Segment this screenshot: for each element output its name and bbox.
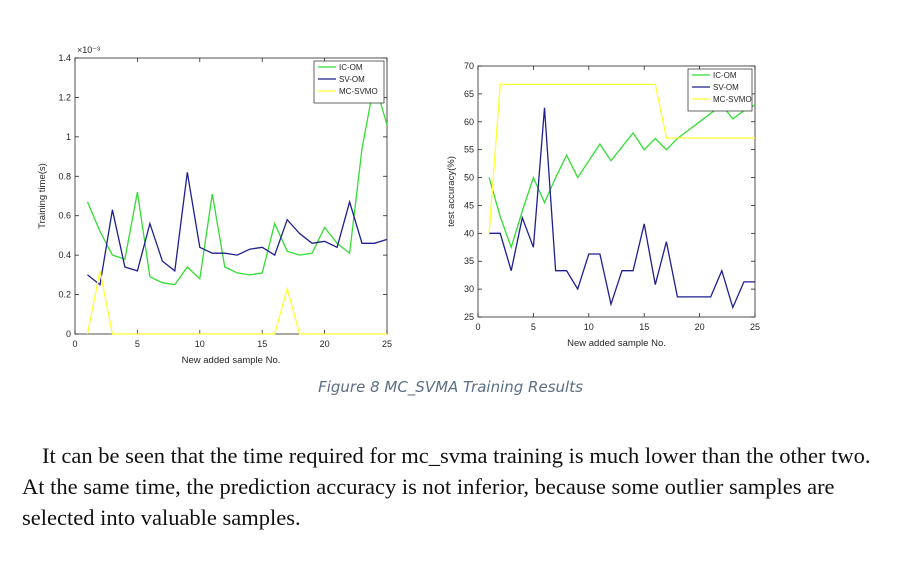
legend-box	[313, 60, 385, 104]
y-tick-label: 30	[464, 284, 474, 294]
x-tick-label: 10	[195, 339, 205, 349]
y-tick-label: 1	[66, 132, 71, 142]
series-line-mc-svmo	[488, 83, 755, 234]
x-tick-label: 5	[135, 339, 140, 349]
x-tick-label: 0	[72, 339, 77, 349]
y-multiplier-label: ×10⁻³	[77, 45, 100, 55]
legend-entry: MC-SVMO	[339, 87, 378, 96]
legend-entry: IC-OM	[713, 71, 737, 80]
y-tick-label: 65	[464, 89, 474, 99]
legend: IC-OM SV-OM MC-SVMO	[313, 60, 385, 104]
y-tick-label: 0.4	[58, 250, 71, 260]
x-tick-label: 20	[695, 322, 705, 332]
body-paragraph: It can be seen that the time required fo…	[22, 440, 892, 533]
y-tick-label: 25	[464, 312, 474, 322]
y-tick-label: 45	[464, 200, 474, 210]
y-tick-label: 1.4	[58, 53, 71, 63]
x-tick-label: 10	[584, 322, 594, 332]
legend-entry: SV-OM	[339, 75, 365, 84]
series-line-sv-om	[87, 172, 388, 286]
y-tick-label: 0	[66, 329, 71, 339]
series-line-sv-om	[489, 107, 755, 310]
series-line-ic-om	[488, 104, 756, 250]
x-tick-label: 20	[320, 339, 330, 349]
x-axis-label: New added sample No.	[182, 355, 281, 366]
x-tick-label: 15	[257, 339, 267, 349]
legend: IC-OM SV-OM MC-SVMO	[687, 68, 753, 112]
y-axis-label: test accuracy(%)	[446, 156, 457, 227]
x-tick-label: 25	[382, 339, 392, 349]
y-tick-label: 55	[464, 145, 474, 155]
y-tick-label: 60	[464, 117, 474, 127]
figure-caption: Figure 8 MC_SVMA Training Results	[318, 378, 583, 396]
test-accuracy-chart: 0 5 10 15 20 25 25 30 35 40 45 50 55 60 65 70 New added …	[446, 61, 760, 349]
y-tick-label: 70	[464, 61, 474, 71]
y-tick-label: 35	[464, 256, 474, 266]
legend-box	[687, 68, 753, 112]
series-line-mc-svmo	[86, 270, 387, 335]
legend-entry: SV-OM	[713, 83, 739, 92]
training-time-chart: 0 5 10 15 20 25 0 0.2 0.4 0.6 0.8 1 1.2 1.4 ×10⁻³ New a…	[37, 45, 392, 366]
x-axis-label: New added sample No.	[567, 338, 666, 349]
x-tick-label: 0	[475, 322, 480, 332]
x-tick-label: 25	[750, 322, 760, 332]
x-tick-label: 15	[639, 322, 649, 332]
legend-entry: IC-OM	[339, 63, 363, 72]
y-axis-label: Training time(s)	[37, 163, 48, 229]
series-line-ic-om	[86, 81, 388, 286]
y-tick-label: 40	[464, 228, 474, 238]
y-tick-label: 0.2	[58, 290, 71, 300]
y-tick-label: 0.8	[58, 171, 71, 181]
y-tick-label: 0.6	[58, 211, 71, 221]
x-tick-label: 5	[531, 322, 536, 332]
y-tick-label: 1.2	[58, 92, 71, 102]
paragraph-text: It can be seen that the time required fo…	[22, 443, 871, 530]
legend-entry: MC-SVMO	[713, 95, 752, 104]
y-tick-label: 50	[464, 173, 474, 183]
plot-area	[74, 57, 388, 335]
